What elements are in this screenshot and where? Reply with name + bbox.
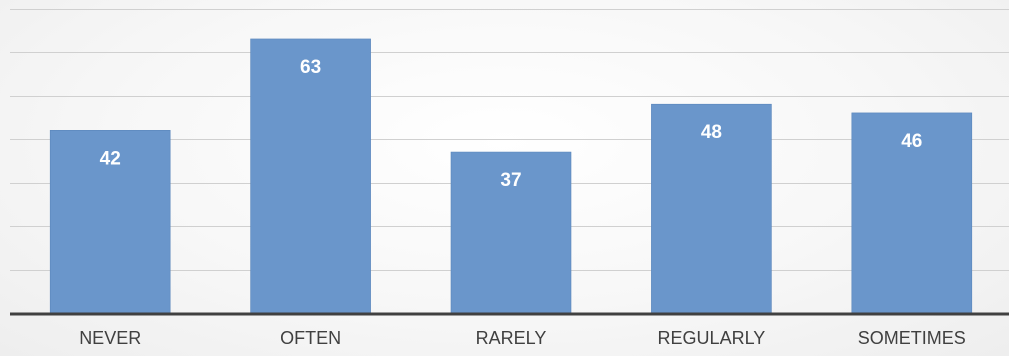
category-label-regularly: REGULARLY [658, 328, 766, 348]
category-label-never: NEVER [79, 328, 141, 348]
data-label-often: 63 [300, 57, 321, 78]
bar-sometimes[interactable] [851, 112, 973, 314]
data-labels: 42 63 37 48 46 [100, 57, 923, 191]
bars [49, 38, 973, 314]
bar-often[interactable] [250, 38, 371, 314]
data-label-rarely: 37 [500, 170, 521, 191]
category-label-rarely: RARELY [476, 328, 547, 348]
bar-rarely[interactable] [450, 151, 572, 314]
data-label-never: 42 [100, 148, 121, 169]
data-label-sometimes: 46 [901, 131, 922, 152]
data-label-regularly: 48 [701, 122, 722, 143]
category-label-sometimes: SOMETIMES [858, 328, 966, 348]
category-labels: NEVER OFTEN RARELY REGULARLY SOMETIMES [79, 328, 966, 348]
bar-regularly[interactable] [651, 103, 772, 314]
category-label-often: OFTEN [280, 328, 341, 348]
